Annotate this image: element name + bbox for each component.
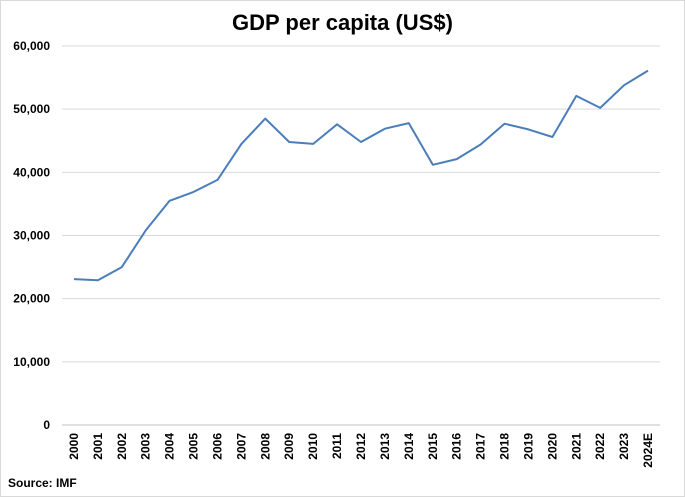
x-tick-label: 2015 — [426, 433, 440, 460]
x-tick-label: 2014 — [402, 433, 416, 460]
y-tick-label: 0 — [43, 418, 50, 432]
x-tick-label: 2004 — [163, 433, 177, 460]
gridlines — [62, 45, 660, 426]
source-note: Source: IMF — [8, 476, 77, 490]
x-tick-label: 2019 — [521, 433, 535, 460]
x-tick-label: 2018 — [498, 433, 512, 460]
x-tick-label: 2022 — [593, 433, 607, 460]
y-tick-label: 20,000 — [13, 292, 50, 306]
data-point — [455, 157, 459, 161]
x-tick-label: 2005 — [187, 433, 201, 460]
data-point — [407, 121, 411, 125]
x-tick-label: 2020 — [545, 433, 559, 460]
x-tick-label: 2002 — [115, 433, 129, 460]
x-tick-label: 2010 — [306, 433, 320, 460]
data-point — [646, 69, 650, 73]
x-tick-label: 2016 — [450, 433, 464, 460]
data-point — [479, 143, 483, 147]
series-layer — [72, 69, 650, 282]
data-point — [168, 199, 172, 203]
y-axis-ticks: 0 10,000 20,000 30,000 40,000 50,000 60,000 — [13, 39, 50, 432]
data-point — [622, 83, 626, 87]
data-point — [503, 122, 507, 126]
x-axis-ticks: 2000 2001 2002 2003 2004 2005 2006 2007 2008 2009… — [67, 433, 655, 468]
data-point — [120, 265, 124, 269]
data-point — [287, 140, 291, 144]
data-point — [144, 228, 148, 232]
x-tick-label: 2000 — [67, 433, 81, 460]
series-line — [73, 69, 649, 282]
x-tick-label: 2011 — [330, 433, 344, 459]
data-point — [239, 142, 243, 146]
y-tick-label: 60,000 — [13, 39, 50, 53]
chart-title: GDP per capita (US$) — [232, 10, 453, 35]
x-tick-label: 2017 — [474, 433, 488, 460]
x-tick-label: 2001 — [91, 433, 105, 460]
x-tick-label: 2021 — [569, 433, 583, 460]
y-tick-label: 40,000 — [13, 165, 50, 179]
data-point — [550, 135, 554, 139]
x-tick-label: 2003 — [139, 433, 153, 460]
x-tick-label: 2012 — [354, 433, 368, 460]
data-point — [383, 127, 387, 131]
x-tick-label: 2006 — [210, 433, 224, 460]
data-point — [311, 142, 315, 146]
x-tick-label: 2007 — [234, 433, 248, 460]
x-tick-label: 2009 — [282, 433, 296, 460]
data-point — [192, 190, 196, 194]
data-point — [431, 163, 435, 167]
data-point — [359, 140, 363, 144]
data-point — [335, 122, 339, 126]
x-tick-label: 2023 — [617, 433, 631, 460]
y-tick-label: 30,000 — [13, 229, 50, 243]
data-point — [598, 106, 602, 110]
x-tick-label: 2013 — [378, 433, 392, 460]
data-point — [263, 117, 267, 121]
y-tick-label: 10,000 — [13, 355, 50, 369]
data-point — [526, 127, 530, 131]
data-point — [72, 277, 76, 281]
data-point — [96, 278, 100, 282]
x-tick-label: 2024E — [641, 433, 655, 468]
x-tick-label: 2008 — [258, 433, 272, 460]
data-point — [574, 94, 578, 98]
y-tick-label: 50,000 — [13, 102, 50, 116]
data-point — [215, 178, 219, 182]
